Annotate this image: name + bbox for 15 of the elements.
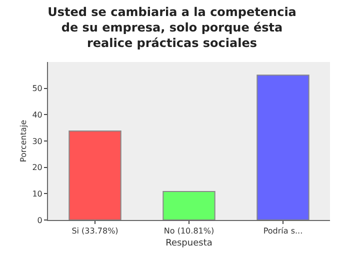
y-tick-label: 20 [32,163,42,172]
chart-title: Usted se cambiaria a la competencia de su empresa, solo porque ésta realice prácticas sociales [48,4,296,50]
y-tick-label: 10 [32,189,42,198]
bar [162,191,216,220]
y-tick-label: 0 [37,216,42,225]
x-tick-label: Podría s... [263,226,303,236]
y-tick-label: 40 [32,110,42,120]
x-tick-label: No (10.81%) [164,226,214,236]
x-axis-title: Respuesta [166,238,212,248]
bar [68,130,122,220]
y-tick-label: 50 [32,84,42,94]
y-tick-label: 30 [32,136,42,146]
y-axis-title: Porcentaje [18,120,28,162]
x-tick-label: Si (33.78%) [72,226,118,236]
bar [256,74,310,220]
